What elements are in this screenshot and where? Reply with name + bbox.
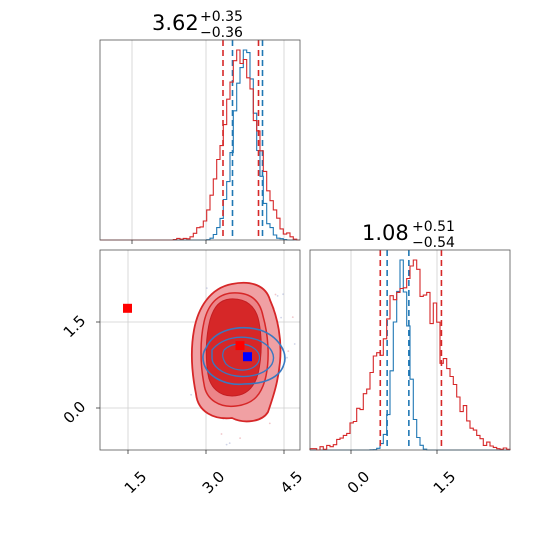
x-tick-label: 4.5 bbox=[277, 468, 307, 498]
scatter-point bbox=[293, 343, 296, 345]
scatter-point bbox=[239, 437, 242, 439]
contour-blue-mid bbox=[211, 336, 275, 378]
scatter-point bbox=[274, 293, 277, 296]
x-tick-label: 1.5 bbox=[430, 468, 460, 498]
scatter-point bbox=[287, 350, 290, 352]
scatter-point bbox=[286, 356, 288, 359]
histogram-line bbox=[310, 259, 510, 451]
histogram-line bbox=[309, 259, 511, 451]
scatter-point bbox=[280, 316, 282, 319]
title-upper-error: +0.51 bbox=[412, 219, 455, 235]
histogram-line bbox=[100, 49, 300, 241]
axes-frame bbox=[309, 249, 511, 451]
x-tick-label: 0.0 bbox=[344, 468, 374, 498]
truth-marker bbox=[235, 341, 245, 351]
scatter-point bbox=[276, 295, 279, 297]
truth-marker bbox=[243, 352, 252, 362]
marker-group bbox=[123, 303, 252, 362]
scatter-point bbox=[268, 422, 271, 425]
histogram-series-group bbox=[309, 250, 511, 451]
panel-top-left: 3.62 +0.35 −0.36 bbox=[99, 9, 301, 244]
x-tick-label: 3.0 bbox=[199, 468, 229, 498]
y-tick-label: 0.0 bbox=[60, 398, 90, 428]
truth-marker bbox=[123, 303, 132, 313]
scatter-point bbox=[190, 393, 193, 396]
contour-blue-inner bbox=[222, 343, 261, 371]
histogram-line bbox=[100, 49, 300, 241]
scatter-point bbox=[228, 442, 231, 444]
contour-inner-fill bbox=[205, 298, 262, 397]
y-tick-label: 1.5 bbox=[60, 312, 90, 342]
scatter-point bbox=[225, 443, 228, 446]
title-lower-error: −0.54 bbox=[412, 235, 455, 251]
scatter-point bbox=[205, 287, 208, 289]
panel-bottom-right: 0.0 1.5 1.08 +0.51 −0.54 bbox=[309, 219, 511, 498]
x-tick-label: 1.5 bbox=[121, 468, 151, 498]
scatter-point bbox=[282, 293, 284, 296]
panel-title: 1.08 bbox=[362, 221, 409, 245]
panel-title: 3.62 bbox=[152, 11, 199, 35]
title-lower-error: −0.36 bbox=[200, 25, 243, 41]
contour-blue-outer bbox=[202, 326, 286, 386]
title-upper-error: +0.35 bbox=[200, 9, 243, 25]
scatter-point bbox=[291, 316, 294, 318]
scatter-point bbox=[220, 433, 223, 435]
panel-bottom-left: 1.5 3.0 4.5 1.5 0.0 bbox=[60, 249, 307, 498]
axes-frame bbox=[99, 39, 301, 241]
axes-frame bbox=[99, 249, 301, 451]
histogram-series-group bbox=[100, 40, 300, 241]
